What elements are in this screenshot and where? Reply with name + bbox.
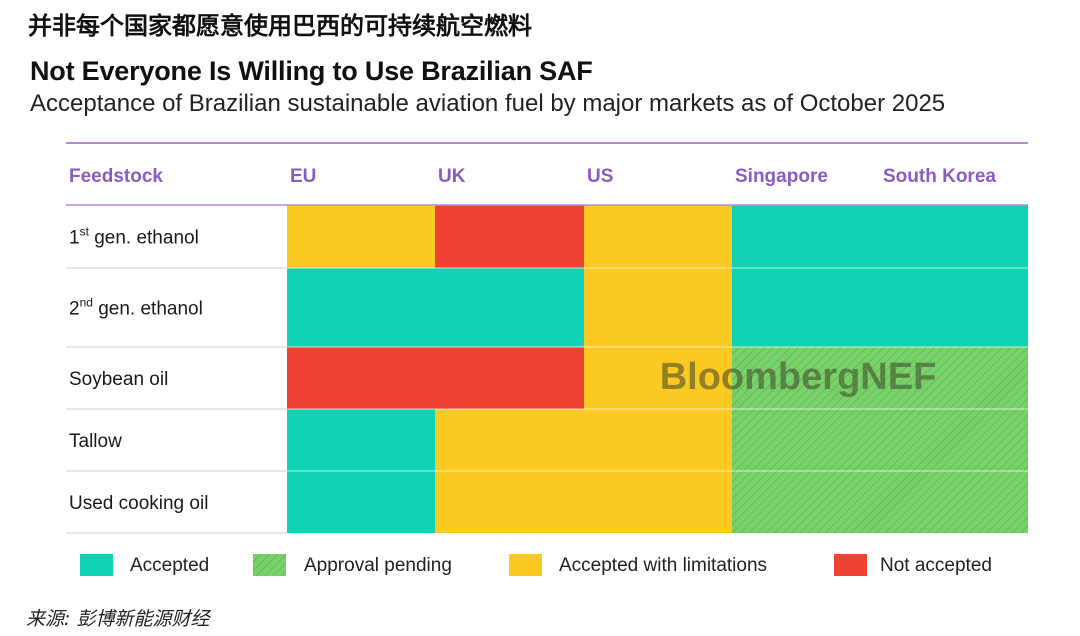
cell-limited — [287, 205, 435, 268]
cell-limited — [584, 268, 732, 347]
cell-pending — [732, 409, 1028, 471]
cell-accepted — [287, 471, 435, 533]
row-label: 2nd gen. ethanol — [69, 296, 203, 320]
legend-swatch-accepted — [80, 554, 113, 576]
row-label: Tallow — [69, 431, 122, 452]
cell-accepted — [732, 205, 1028, 268]
legend-swatch-limited — [509, 554, 542, 576]
cell-limited — [435, 409, 732, 471]
legend-label-limited: Accepted with limitations — [559, 555, 767, 576]
cell-accepted — [732, 268, 1028, 347]
cell-pending — [732, 471, 1028, 533]
column-header-uk: UK — [438, 166, 466, 187]
column-header-singapore: Singapore — [735, 166, 828, 187]
row-label: 1st gen. ethanol — [69, 225, 199, 249]
cell-limited — [584, 205, 732, 268]
cell-not — [287, 347, 584, 409]
column-header-us: US — [587, 166, 613, 187]
chart-subtitle: Acceptance of Brazilian sustainable avia… — [30, 90, 946, 117]
legend-swatch-not — [834, 554, 867, 576]
legend-label-not: Not accepted — [880, 555, 992, 576]
source-note: 来源: 彭博新能源财经 — [26, 608, 210, 630]
legend-label-pending: Approval pending — [304, 555, 452, 576]
cell-pending — [732, 347, 1028, 409]
cell-accepted — [287, 268, 584, 347]
legend-swatch-pending — [253, 554, 286, 576]
cell-not — [435, 205, 584, 268]
cell-limited — [584, 347, 732, 409]
chinese-title: 并非每个国家都愿意使用巴西的可持续航空燃料 — [28, 12, 532, 40]
legend-label-accepted: Accepted — [130, 555, 209, 576]
feedstock-header: Feedstock — [69, 166, 163, 187]
watermark-logo: BloombergNEF — [660, 356, 937, 398]
row-label: Soybean oil — [69, 369, 168, 390]
cell-limited — [435, 471, 732, 533]
chart-title: Not Everyone Is Willing to Use Brazilian… — [30, 56, 593, 86]
cell-accepted — [287, 409, 435, 471]
column-header-eu: EU — [290, 166, 316, 187]
row-label: Used cooking oil — [69, 493, 208, 514]
column-header-south-korea: South Korea — [883, 166, 996, 187]
